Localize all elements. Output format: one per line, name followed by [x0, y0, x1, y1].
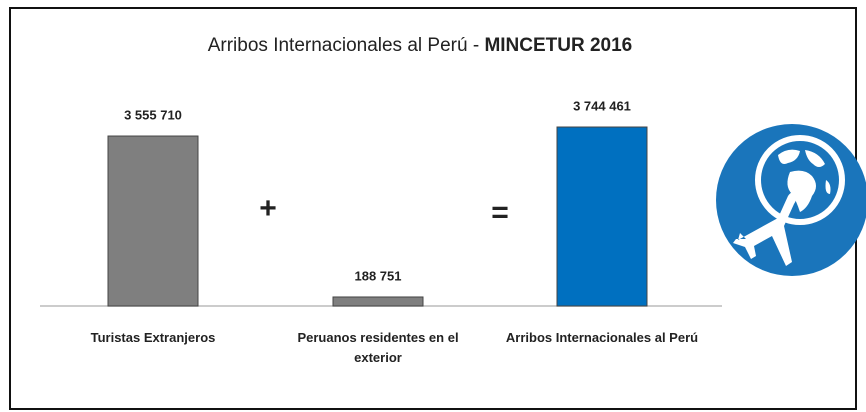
x-tick-label: Peruanos residentes en el exterior [297, 330, 459, 365]
category-label: Arribos Internacionales al Perú [505, 330, 699, 345]
globe-icon [716, 124, 866, 276]
title-emphasis: MINCETUR 2016 [484, 35, 632, 56]
category-label: Turistas Extranjeros [90, 330, 216, 345]
value-label: 3 744 461 [573, 98, 631, 113]
category-label: Peruanos residentes en el exterior [297, 330, 459, 365]
operator: = [491, 196, 509, 229]
chart-title: Arribos Internacionales al Perú - MINCET… [208, 35, 633, 56]
operator: + [259, 192, 277, 225]
title-main: Arribos Internacionales al Perú - [208, 35, 479, 56]
bar [107, 135, 199, 307]
bar [556, 126, 648, 307]
x-tick-label: Arribos Internacionales al Perú [505, 330, 699, 345]
value-label: 188 751 [355, 268, 402, 283]
value-label: 3 555 710 [124, 107, 182, 122]
bar [332, 296, 424, 307]
x-tick-label: Turistas Extranjeros [90, 330, 216, 345]
